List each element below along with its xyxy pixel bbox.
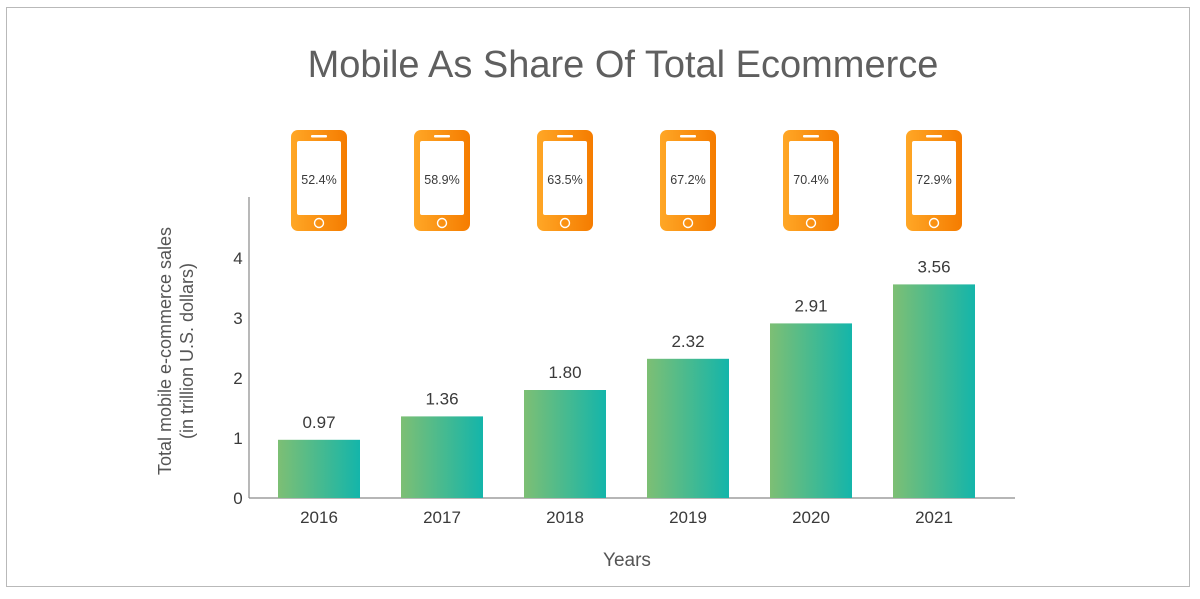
mobile-share-label: 70.4% [793, 173, 828, 187]
mobile-share-label: 58.9% [424, 173, 459, 187]
phone-screen [666, 141, 710, 215]
phone-speaker [434, 135, 450, 138]
mobile-share-label: 67.2% [670, 173, 705, 187]
phone-home-button [313, 217, 325, 229]
phone-screen [789, 141, 833, 215]
phone-icon: 58.9% [414, 130, 470, 231]
x-tick-label: 2016 [300, 508, 338, 527]
phone-speaker [557, 135, 573, 138]
bar-value-label: 0.97 [302, 413, 335, 432]
phone-home-button [559, 217, 571, 229]
phone-screen [297, 141, 341, 215]
y-tick-label: 0 [233, 489, 242, 508]
bar-value-label: 1.80 [548, 363, 581, 382]
y-tick-label: 2 [233, 369, 242, 388]
y-tick-label: 3 [233, 309, 242, 328]
phone-icon: 67.2% [660, 130, 716, 231]
phone-speaker [803, 135, 819, 138]
chart-title: Mobile As Share Of Total Ecommerce [308, 44, 939, 86]
phone-speaker [680, 135, 696, 138]
bar-value-label: 2.32 [671, 332, 704, 351]
bars: 0.97 2016 1.36 2017 1.80 2018 2.32 2019 2.91 2020… [278, 257, 975, 527]
bar-value-label: 3.56 [917, 257, 950, 276]
y-axis-label-line2: (in trillion U.S. dollars) [177, 263, 197, 439]
phone-screen [912, 141, 956, 215]
y-axis-label-line1: Total mobile e-commerce sales [155, 227, 175, 475]
x-tick-label: 2021 [915, 508, 953, 527]
phone-icon: 52.4% [291, 130, 347, 231]
mobile-share-label: 72.9% [916, 173, 951, 187]
phone-home-button [436, 217, 448, 229]
phone-home-button [805, 217, 817, 229]
phones: 52.4% 58.9% 63.5% 67.2% 70.4% 72.9% [291, 130, 962, 231]
phone-home-button [928, 217, 940, 229]
phone-icon: 63.5% [537, 130, 593, 231]
bar-2019 [647, 358, 729, 498]
phone-screen [543, 141, 587, 215]
x-tick-label: 2019 [669, 508, 707, 527]
phone-speaker [926, 135, 942, 138]
x-tick-label: 2017 [423, 508, 461, 527]
phone-screen [420, 141, 464, 215]
mobile-share-label: 52.4% [301, 173, 336, 187]
x-axis-label: Years [603, 550, 651, 571]
bar-2016 [278, 439, 360, 498]
x-tick-label: 2018 [546, 508, 584, 527]
bar-value-label: 2.91 [794, 296, 827, 315]
bar-2020 [770, 323, 852, 498]
y-tick-label: 4 [233, 249, 242, 268]
chart-frame [6, 7, 1190, 587]
bar-value-label: 1.36 [425, 389, 458, 408]
bar-2017 [401, 416, 483, 498]
phone-home-button [682, 217, 694, 229]
y-tick-label: 1 [233, 429, 242, 448]
phone-speaker [311, 135, 327, 138]
bar-2021 [893, 284, 975, 498]
phone-icon: 70.4% [783, 130, 839, 231]
x-tick-label: 2020 [792, 508, 830, 527]
phone-icon: 72.9% [906, 130, 962, 231]
bar-2018 [524, 390, 606, 498]
y-ticks: 0 1 2 3 4 [233, 249, 242, 508]
mobile-share-label: 63.5% [547, 173, 582, 187]
